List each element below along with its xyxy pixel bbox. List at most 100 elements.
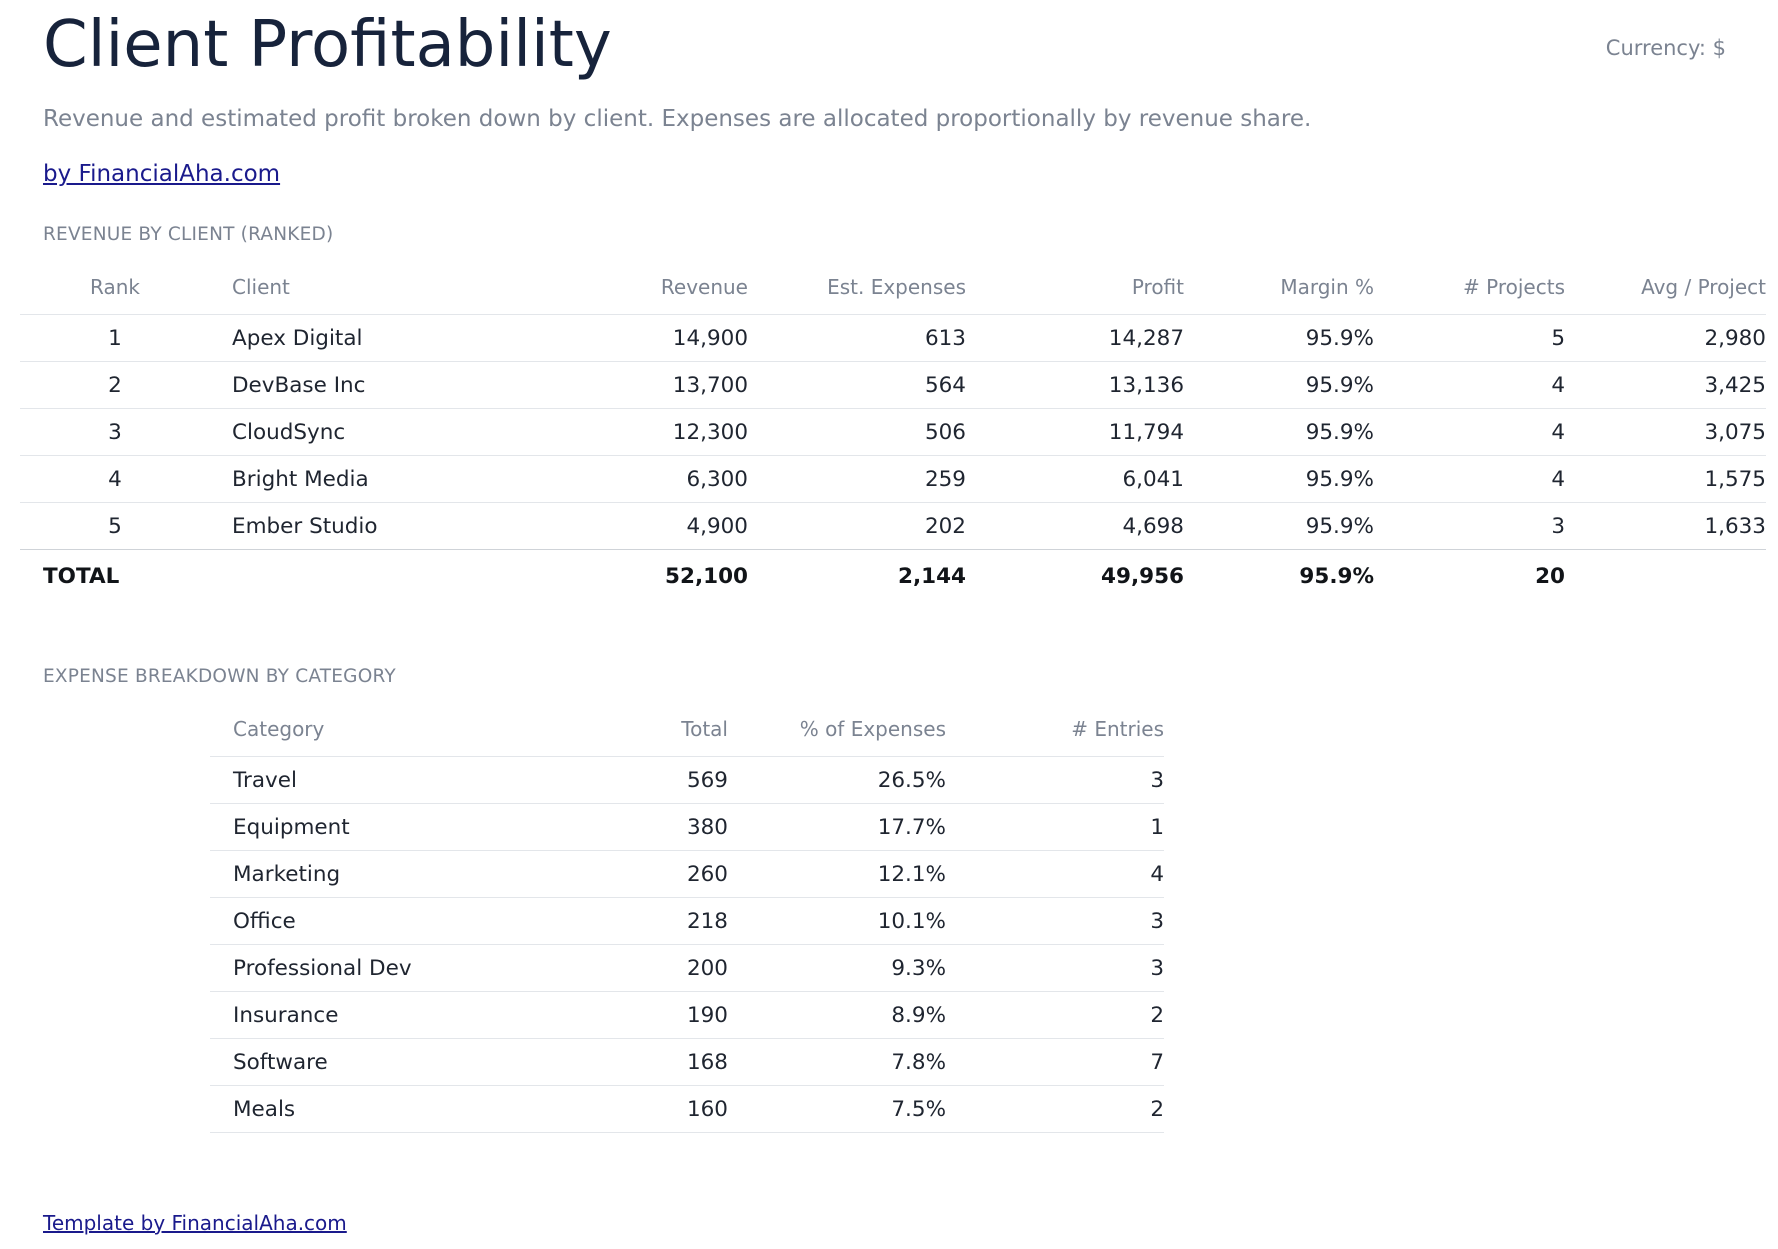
projects-cell: 3	[1374, 502, 1565, 550]
total-cell: 218	[533, 897, 728, 945]
col-header-margin: Margin %	[1184, 260, 1374, 315]
col-header-pct-expenses: % of Expenses	[728, 702, 946, 757]
total-cell: 569	[533, 756, 728, 804]
projects-cell: 4	[1374, 361, 1565, 409]
table-row: Professional Dev 200 9.3% 3	[210, 944, 1164, 992]
entries-cell: 3	[946, 944, 1164, 992]
table-row: 2 DevBase Inc 13,700 564 13,136 95.9% 4 …	[20, 361, 1766, 409]
total-label: TOTAL	[43, 563, 120, 589]
expenses-cell: 506	[748, 408, 966, 456]
col-header-entries: # Entries	[946, 702, 1164, 757]
category-cell: Equipment	[210, 803, 533, 851]
entries-cell: 2	[946, 1085, 1164, 1133]
col-header-avg-project: Avg / Project	[1565, 260, 1766, 315]
revenue-section-label: REVENUE BY CLIENT (RANKED)	[43, 224, 334, 245]
col-header-projects: # Projects	[1374, 260, 1565, 315]
col-header-category: Category	[210, 702, 533, 757]
margin-cell: 95.9%	[1184, 314, 1374, 362]
footer-link[interactable]: Template by FinancialAha.com	[43, 1211, 347, 1235]
total-revenue: 52,100	[665, 563, 748, 589]
rank-cell: 3	[20, 408, 210, 456]
rank-cell: 4	[20, 455, 210, 503]
table-row: Software 168 7.8% 7	[210, 1038, 1164, 1086]
avg-project-cell: 1,575	[1565, 455, 1766, 503]
total-expenses: 2,144	[897, 563, 966, 589]
rank-cell: 1	[20, 314, 210, 362]
table-row: 4 Bright Media 6,300 259 6,041 95.9% 4 1…	[20, 455, 1766, 503]
projects-cell: 4	[1374, 408, 1565, 456]
expense-section-label: EXPENSE BREAKDOWN BY CATEGORY	[43, 666, 396, 687]
pct-cell: 10.1%	[728, 897, 946, 945]
pct-cell: 17.7%	[728, 803, 946, 851]
table-row: 3 CloudSync 12,300 506 11,794 95.9% 4 3,…	[20, 408, 1766, 456]
total-cell: 160	[533, 1085, 728, 1133]
col-header-client: Client	[210, 260, 553, 315]
byline-link[interactable]: by FinancialAha.com	[43, 161, 281, 187]
pct-cell: 26.5%	[728, 756, 946, 804]
revenue-cell: 14,900	[553, 314, 748, 362]
client-cell: CloudSync	[210, 408, 553, 456]
table-row: Travel 569 26.5% 3	[210, 756, 1164, 804]
total-cell: 200	[533, 944, 728, 992]
profit-cell: 14,287	[966, 314, 1184, 362]
col-header-profit: Profit	[966, 260, 1184, 315]
category-cell: Office	[210, 897, 533, 945]
col-header-revenue: Revenue	[553, 260, 748, 315]
revenue-cell: 4,900	[553, 502, 748, 550]
col-header-expenses: Est. Expenses	[748, 260, 966, 315]
category-cell: Marketing	[210, 850, 533, 898]
table-row: Marketing 260 12.1% 4	[210, 850, 1164, 898]
category-cell: Meals	[210, 1085, 533, 1133]
avg-project-cell: 2,980	[1565, 314, 1766, 362]
category-cell: Insurance	[210, 991, 533, 1039]
pct-cell: 12.1%	[728, 850, 946, 898]
category-cell: Professional Dev	[210, 944, 533, 992]
client-cell: Apex Digital	[210, 314, 553, 362]
entries-cell: 2	[946, 991, 1164, 1039]
margin-cell: 95.9%	[1184, 361, 1374, 409]
table-row: Office 218 10.1% 3	[210, 897, 1164, 945]
projects-cell: 5	[1374, 314, 1565, 362]
margin-cell: 95.9%	[1184, 408, 1374, 456]
expenses-cell: 613	[748, 314, 966, 362]
table-row: 1 Apex Digital 14,900 613 14,287 95.9% 5…	[20, 314, 1766, 362]
entries-cell: 1	[946, 803, 1164, 851]
total-row: TOTAL 52,100 2,144 49,956 95.9% 20	[20, 550, 1766, 603]
margin-cell: 95.9%	[1184, 502, 1374, 550]
total-client-empty	[210, 550, 553, 603]
table-row: Meals 160 7.5% 2	[210, 1085, 1164, 1133]
profit-cell: 11,794	[966, 408, 1184, 456]
col-header-rank: Rank	[20, 260, 210, 315]
col-header-total: Total	[533, 702, 728, 757]
client-cell: Ember Studio	[210, 502, 553, 550]
pct-cell: 7.5%	[728, 1085, 946, 1133]
total-cell: 260	[533, 850, 728, 898]
revenue-header-row: Rank Client Revenue Est. Expenses Profit…	[20, 260, 1766, 315]
avg-project-cell: 3,425	[1565, 361, 1766, 409]
profit-cell: 4,698	[966, 502, 1184, 550]
entries-cell: 7	[946, 1038, 1164, 1086]
revenue-cell: 6,300	[553, 455, 748, 503]
total-cell: 380	[533, 803, 728, 851]
expenses-cell: 564	[748, 361, 966, 409]
expense-table: Category Total % of Expenses # Entries T…	[210, 702, 1164, 1133]
client-cell: Bright Media	[210, 455, 553, 503]
expenses-cell: 259	[748, 455, 966, 503]
rank-cell: 2	[20, 361, 210, 409]
total-profit: 49,956	[1101, 563, 1184, 589]
category-cell: Software	[210, 1038, 533, 1086]
revenue-table: Rank Client Revenue Est. Expenses Profit…	[20, 260, 1766, 602]
revenue-cell: 12,300	[553, 408, 748, 456]
avg-project-cell: 3,075	[1565, 408, 1766, 456]
page-title: Client Profitability	[43, 8, 612, 82]
margin-cell: 95.9%	[1184, 455, 1374, 503]
expenses-cell: 202	[748, 502, 966, 550]
table-row: Insurance 190 8.9% 2	[210, 991, 1164, 1039]
total-avg-empty	[1565, 550, 1766, 603]
revenue-cell: 13,700	[553, 361, 748, 409]
currency-indicator: Currency: $	[1605, 36, 1726, 60]
avg-project-cell: 1,633	[1565, 502, 1766, 550]
pct-cell: 9.3%	[728, 944, 946, 992]
expense-header-row: Category Total % of Expenses # Entries	[210, 702, 1164, 757]
total-margin: 95.9%	[1299, 563, 1374, 589]
